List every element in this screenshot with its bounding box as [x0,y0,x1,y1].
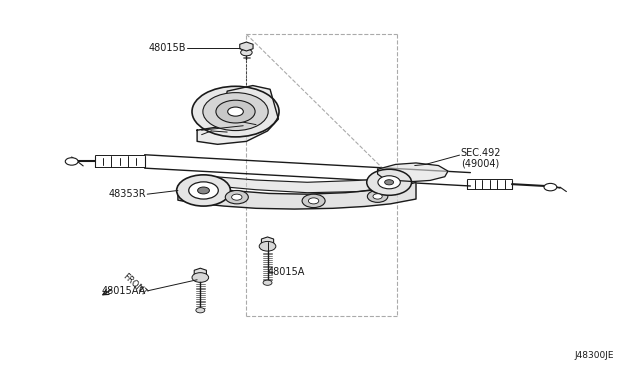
Text: J48300JE: J48300JE [575,351,614,360]
Circle shape [225,190,248,204]
Circle shape [228,107,243,116]
Circle shape [203,93,268,131]
Text: 48015B: 48015B [148,44,186,53]
Circle shape [259,241,276,251]
Circle shape [367,169,412,195]
Polygon shape [197,86,278,144]
Circle shape [302,194,325,208]
Circle shape [308,198,319,204]
Circle shape [544,183,557,191]
Circle shape [192,86,279,137]
Text: 48353R: 48353R [108,189,146,199]
Circle shape [232,194,242,200]
Text: SEC.492: SEC.492 [461,148,501,157]
Text: 48015A: 48015A [268,267,305,277]
Text: 48015AA: 48015AA [102,286,146,296]
Circle shape [189,182,218,199]
Circle shape [263,280,272,285]
Text: (49004): (49004) [461,159,499,169]
Circle shape [65,158,78,165]
Circle shape [373,194,382,199]
Circle shape [367,190,388,202]
Circle shape [177,175,230,206]
Polygon shape [378,163,448,182]
Polygon shape [261,237,274,245]
Circle shape [378,176,401,189]
Text: FRONT: FRONT [120,272,148,298]
Circle shape [196,308,205,313]
Polygon shape [194,268,207,276]
Circle shape [192,273,209,282]
Polygon shape [206,177,392,193]
Circle shape [385,180,394,185]
Polygon shape [240,42,253,51]
Circle shape [216,100,255,123]
Polygon shape [178,182,416,209]
Circle shape [241,49,252,56]
Circle shape [198,187,209,194]
